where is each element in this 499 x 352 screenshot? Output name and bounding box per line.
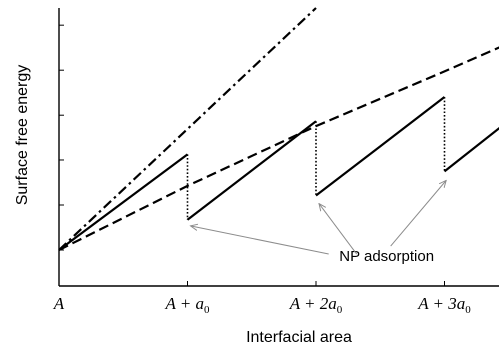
x-tick-label-0: A [53, 294, 65, 313]
series-solid-segment-2 [315, 96, 446, 197]
series-dash-dot-line [58, 7, 317, 251]
x-tick-label-2: A + 2a0 [289, 294, 343, 316]
annotation-arrow-1 [319, 204, 358, 255]
y-axis-title: Surface free energy [14, 65, 31, 206]
x-tick-label-3: A + 3a0 [417, 294, 471, 316]
series-solid-segment-0 [58, 153, 189, 251]
series-solid-segment-1 [186, 120, 317, 221]
annotation-label: NP adsorption [339, 248, 434, 265]
annotation-arrow-0 [191, 226, 329, 255]
x-axis-title: Interfacial area [246, 329, 352, 346]
annotation-arrow-2 [390, 180, 447, 247]
series-solid-segment-3 [443, 126, 499, 173]
x-tick-label-1: A + a0 [164, 294, 210, 316]
